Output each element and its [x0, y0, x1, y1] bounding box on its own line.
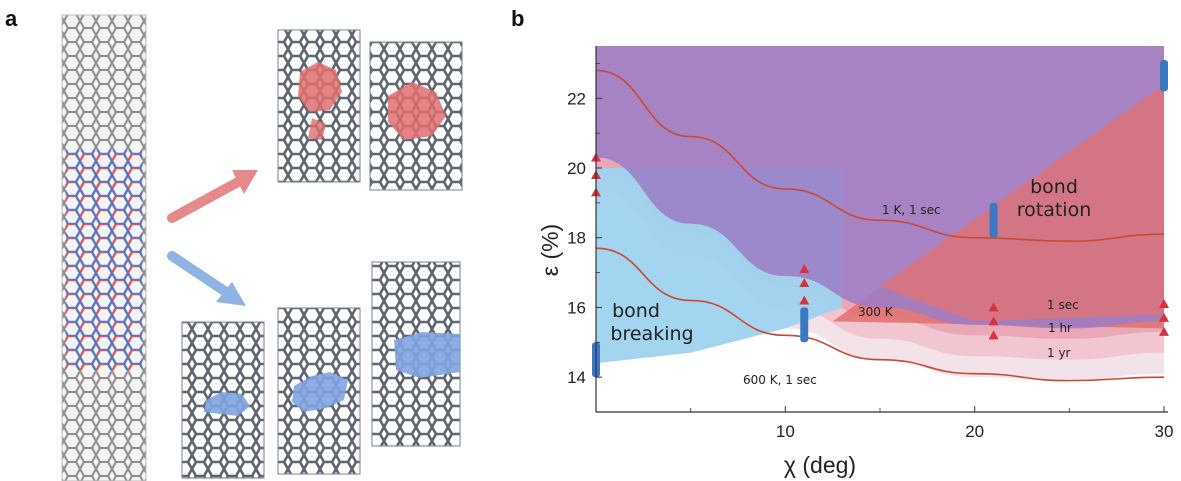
region-bond-rotation-overlay: [880, 84, 1164, 322]
chart-regions: [596, 46, 1164, 381]
bond-breaking-label-2: breaking: [610, 323, 693, 345]
x-tick-label-10: 10: [776, 422, 795, 441]
y-tick-label-20: 20: [567, 159, 586, 178]
label-1sec: 1 sec: [1047, 298, 1079, 312]
nanotube-illustration: [61, 14, 463, 481]
triangle-marker-11: [1159, 326, 1169, 336]
error-bar-2: [989, 202, 998, 238]
y-axis-label: ε (%): [537, 224, 563, 276]
y-tick-label-22: 22: [567, 89, 586, 108]
long-nanotube: [61, 14, 147, 481]
triangle-marker-7: [988, 316, 999, 326]
bond-rotation-label-1: bond: [1030, 176, 1078, 198]
triangle-marker-3: [799, 264, 810, 274]
triangle-marker-8: [988, 330, 999, 340]
label-1k-1sec: 1 K, 1 sec: [882, 203, 941, 217]
series-line-1k: [595, 69, 1165, 243]
rotation-tube-1: [277, 29, 361, 183]
error-bar-3: [1160, 59, 1168, 92]
x-axis-label: χ (deg): [784, 452, 856, 478]
x-tick-label-20: 20: [965, 422, 984, 441]
y-tick-label-14: 14: [567, 368, 586, 387]
y-tick-label-16: 16: [567, 298, 586, 317]
label-300k: 300 K: [858, 305, 894, 319]
triangle-marker-10: [1159, 312, 1169, 322]
label-1hr: 1 hr: [1048, 321, 1072, 335]
bond-rotation-label-2: rotation: [1017, 199, 1092, 221]
triangle-marker-4: [799, 278, 810, 288]
breaking-tube-3: [371, 261, 461, 447]
chart-axes: 10 20 30 14 16 18 20 22: [567, 46, 1173, 441]
rotation-tube-2: [369, 41, 463, 191]
x-tick-label-30: 30: [1155, 422, 1174, 441]
bond-breaking-label-1: bond: [612, 300, 660, 322]
chart-markers: [591, 59, 1169, 378]
error-bar-1: [800, 307, 809, 343]
y-tick-label-18: 18: [567, 229, 586, 248]
triangle-marker-5: [799, 295, 810, 305]
chart-curves: [595, 69, 1165, 382]
blue-arrow: [167, 251, 246, 306]
breaking-tube-1: [181, 321, 265, 479]
strain-chart: 10 20 30 14 16 18 20 22 χ (deg) ε (%) bond rota…: [537, 46, 1173, 478]
label-600k-1sec: 600 K, 1 sec: [743, 373, 817, 387]
panel-a-letter: a: [5, 6, 18, 31]
label-1yr: 1 yr: [1047, 346, 1071, 360]
red-arrow: [167, 170, 258, 223]
breaking-tube-2: [277, 307, 361, 475]
triangle-marker-6: [988, 302, 999, 312]
series-line-600k: [595, 247, 1165, 382]
panel-b-letter: b: [511, 6, 525, 31]
triangle-marker-9: [1159, 298, 1169, 308]
